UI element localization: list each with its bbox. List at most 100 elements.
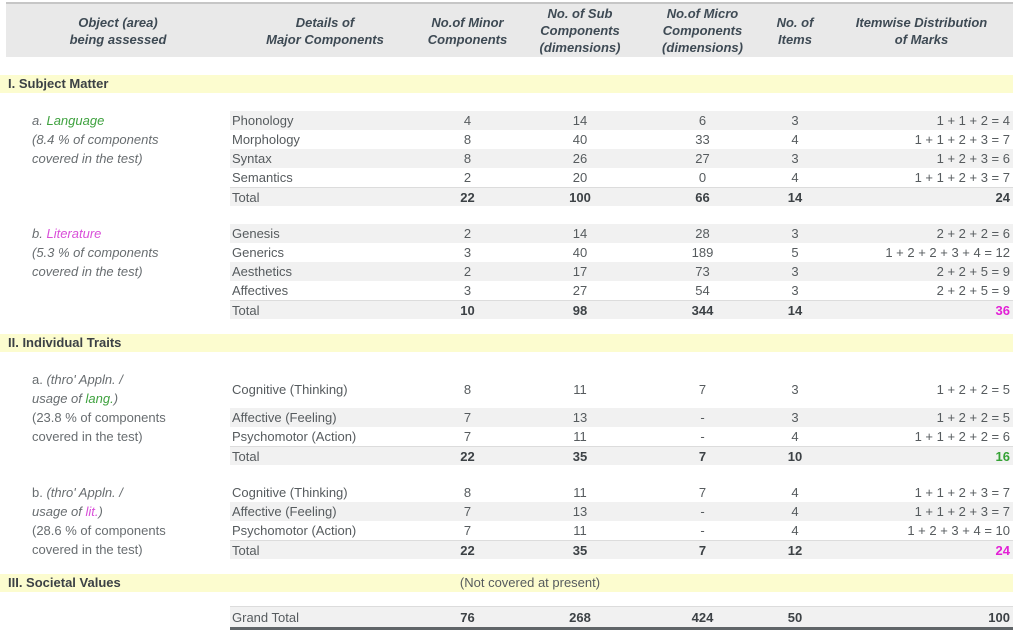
cell-items: 4 bbox=[791, 170, 799, 185]
label-segment: covered in the test) bbox=[32, 542, 143, 557]
cell-sub: 11 bbox=[573, 485, 587, 500]
cell-items: 3 bbox=[791, 381, 799, 397]
cell-object-label: b. (thro' Appln. / bbox=[0, 483, 230, 502]
cell-object-label: (5.3 % of components bbox=[0, 243, 230, 262]
object-label-line: (8.4 % of components bbox=[32, 130, 230, 149]
row-body: Affective (Feeling) 7 13 - 4 1 + 1 + 2 + 3 = … bbox=[230, 502, 1013, 521]
cell-items: 3 bbox=[791, 151, 799, 166]
total-row: Total 22 35 7 10 16 bbox=[0, 446, 1013, 465]
cell-sub: 40 bbox=[572, 132, 588, 147]
cell-micro: 424 bbox=[691, 609, 714, 625]
cell-sub: 11 bbox=[573, 381, 587, 397]
cell-marks: 2 + 2 + 5 = 9 bbox=[936, 264, 1010, 279]
cell-marks: 100 bbox=[988, 609, 1010, 625]
cell-component: Psychomotor (Action) bbox=[232, 523, 357, 538]
cell-items: 4 bbox=[791, 504, 799, 519]
row-body: Affective (Feeling) 7 13 - 3 1 + 2 + 2 = 5 bbox=[230, 408, 1013, 427]
section-title: III. Societal Values bbox=[8, 575, 121, 590]
cell-component: Total bbox=[232, 448, 260, 464]
column-header-object: Object (area) being assessed bbox=[69, 14, 167, 47]
section-band: III. Societal Values (Not covered at pres… bbox=[0, 574, 1013, 592]
table-row: a. (thro' Appln. / usage of lang.) Cogniti… bbox=[0, 370, 1013, 408]
cell-component: Semantics bbox=[232, 170, 293, 185]
row-body: Grand Total 76 268 424 50 100 bbox=[230, 606, 1013, 630]
cell-sub: 11 bbox=[573, 429, 587, 444]
label-segment: (5.3 % of components bbox=[32, 245, 159, 260]
object-label-line: a. (thro' Appln. / bbox=[32, 370, 230, 389]
cell-micro: 7 bbox=[698, 485, 707, 500]
label-segment: lang. bbox=[85, 391, 114, 406]
cell-object-label: b. Literature bbox=[0, 224, 230, 243]
row-group: b. Literature Genesis 2 14 28 3 2 + 2 + 2 = 6 (… bbox=[0, 224, 1021, 319]
cell-sub: 98 bbox=[572, 302, 588, 318]
row-body: Psychomotor (Action) 7 11 - 4 1 + 1 + 2 + 2 =… bbox=[230, 427, 1013, 446]
cell-micro: 0 bbox=[698, 170, 707, 185]
cell-marks: 1 + 1 + 2 + 3 = 7 bbox=[914, 485, 1010, 500]
cell-marks: 2 + 2 + 2 = 6 bbox=[936, 226, 1010, 241]
column-header-marks: Itemwise Distribution of Marks bbox=[855, 14, 988, 47]
cell-sub: 14 bbox=[572, 113, 588, 128]
grand-total-row: Grand Total 76 268 424 50 100 bbox=[0, 606, 1013, 630]
cell-object-label bbox=[0, 300, 230, 319]
cell-items: 3 bbox=[791, 410, 799, 425]
cell-minor: 8 bbox=[463, 132, 472, 147]
cell-sub: 14 bbox=[572, 226, 588, 241]
cell-object-label: a. Language bbox=[0, 111, 230, 130]
cell-minor: 76 bbox=[460, 609, 475, 625]
cell-object-label: covered in the test) bbox=[0, 427, 230, 446]
row-body: Cognitive (Thinking) 8 11 7 3 1 + 2 + 2 = 5 bbox=[230, 370, 1013, 408]
cell-micro: 344 bbox=[691, 302, 714, 318]
cell-sub: 17 bbox=[572, 264, 588, 279]
cell-micro: - bbox=[700, 429, 705, 444]
table-row: usage of lit.) Affective (Feeling) 7 13-4 1 … bbox=[0, 502, 1013, 521]
table-body: I. Subject Matter a. Language Phonology 4 14… bbox=[0, 75, 1021, 592]
cell-minor: 10 bbox=[460, 302, 475, 318]
cell-object-label: (8.4 % of components bbox=[0, 130, 230, 149]
label-segment: Literature bbox=[46, 226, 102, 241]
label-segment: (28.6 % of components bbox=[32, 523, 166, 538]
cell-object-label: covered in the test) bbox=[0, 540, 230, 559]
cell-component: Affective (Feeling) bbox=[232, 410, 337, 425]
cell-items: 3 bbox=[791, 264, 799, 279]
row-body: Genesis 2 14 28 3 2 + 2 + 2 = 6 bbox=[230, 224, 1013, 243]
cell-items: 4 bbox=[791, 429, 799, 444]
label-segment: usage of bbox=[32, 504, 86, 519]
cell-micro: 189 bbox=[691, 245, 714, 260]
label-segment: ) bbox=[113, 391, 119, 406]
cell-micro: - bbox=[700, 504, 705, 519]
cell-minor: 22 bbox=[460, 448, 475, 464]
cell-minor: 3 bbox=[463, 245, 472, 260]
row-body: Cognitive (Thinking) 8 11 7 4 1 + 1 + 2 + 3 =… bbox=[230, 483, 1013, 502]
cell-object-label: covered in the test) bbox=[0, 262, 230, 281]
row-body: Aesthetics 2 17 73 3 2 + 2 + 5 = 9 bbox=[230, 262, 1013, 281]
row-body: Morphology 8 40 33 4 1 + 1 + 2 + 3 = 7 bbox=[230, 130, 1013, 149]
cell-micro: - bbox=[700, 410, 705, 425]
row-body: Phonology 4 14 6 3 1 + 1 + 2 = 4 bbox=[230, 111, 1013, 130]
label-segment: covered in the test) bbox=[32, 151, 143, 166]
object-label-line: covered in the test) bbox=[32, 262, 230, 281]
object-label-line: a. Language bbox=[32, 111, 230, 130]
cell-minor: 22 bbox=[460, 542, 475, 558]
object-label-line: b. (thro' Appln. / bbox=[32, 483, 230, 502]
total-row: Total 10 98 344 14 36 bbox=[0, 300, 1013, 319]
cell-marks: 24 bbox=[995, 542, 1010, 558]
label-segment: (thro' Appln. / bbox=[46, 485, 123, 500]
object-label-line: usage of lang.) bbox=[32, 389, 230, 408]
label-segment: covered in the test) bbox=[32, 264, 143, 279]
object-label-line: (28.6 % of components bbox=[32, 521, 230, 540]
section-title: I. Subject Matter bbox=[8, 76, 109, 91]
cell-object-label: usage of lit.) bbox=[0, 502, 230, 521]
cell-marks: 1 + 2 + 2 = 5 bbox=[936, 381, 1010, 397]
cell-marks: 1 + 1 + 2 = 4 bbox=[936, 113, 1010, 128]
row-body: Generics 3 40 189 5 1 + 2 + 2 + 3 + 4 = 12 bbox=[230, 243, 1013, 262]
table-row: Semantics 2 20 0 4 1 + 1 + 2 + 3 = 7 bbox=[0, 168, 1013, 187]
cell-items: 4 bbox=[791, 523, 799, 538]
table-header-row: Object (area) being assessed Details of … bbox=[6, 2, 1013, 57]
label-segment: (thro' Appln. / bbox=[46, 372, 123, 387]
cell-micro: 7 bbox=[698, 542, 707, 558]
cell-micro: 7 bbox=[698, 381, 707, 397]
cell-component: Genesis bbox=[232, 226, 280, 241]
table-row: b. Literature Genesis 2 14 28 3 2 + 2 + 2 = 6 bbox=[0, 224, 1013, 243]
cell-items: 14 bbox=[787, 189, 803, 205]
